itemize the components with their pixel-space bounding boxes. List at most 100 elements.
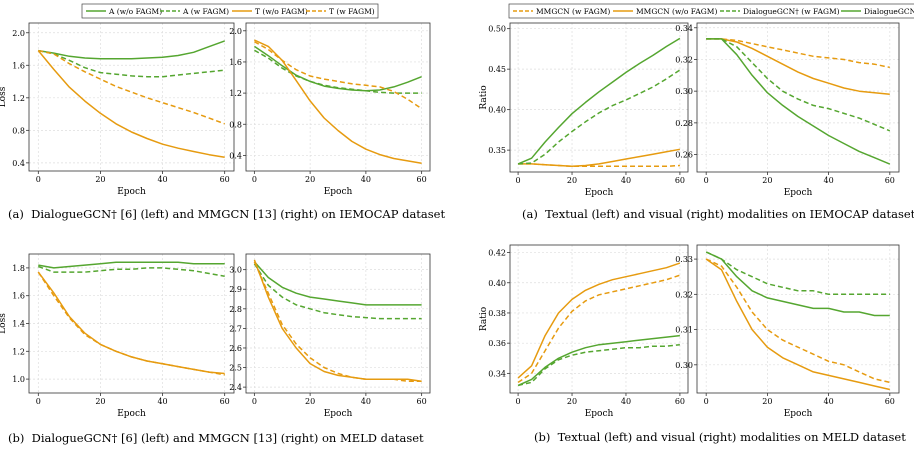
y-tick-label: 2.5: [229, 364, 242, 373]
series-line: [517, 343, 680, 387]
y-tick-label: 0.34: [488, 369, 506, 378]
series-line: [517, 274, 681, 384]
plot-area: [246, 23, 430, 171]
x-tick-label: 20: [567, 176, 577, 185]
y-axis-label: Loss: [0, 313, 8, 334]
x-axis-label: Epoch: [784, 409, 813, 419]
x-tick-label: 20: [762, 397, 772, 406]
series-line: [253, 263, 422, 320]
chart-iemocap-textual-ratio: 0 20 40 60 0.35 0.40 0.45 0.50 Epoch Ratio: [479, 22, 689, 198]
x-tick-label: 40: [621, 176, 631, 185]
series-line: [706, 38, 891, 165]
y-tick-label: 1.2: [229, 89, 242, 98]
x-tick-label: 40: [361, 397, 371, 406]
legend-label: T (w FAGM): [329, 7, 375, 16]
series-line: [254, 41, 423, 110]
series-line: [705, 251, 890, 317]
y-tick-label: 0.4: [12, 159, 25, 168]
chart-meld-dialoguegcn-loss: 0 20 40 60 1.0 1.2 1.4 1.6 1.8 Epoch Loss: [0, 253, 235, 419]
plot-frame: [696, 244, 900, 394]
series-line: [705, 258, 890, 384]
x-tick-label: 60: [675, 397, 685, 406]
legend-right: MMGCN (w FAGM) MMGCN (w/o FAGM) DialogueGC…: [508, 3, 914, 19]
series-line: [706, 38, 890, 69]
y-tick-label: 2.6: [229, 344, 242, 353]
plot-frame: [509, 244, 689, 394]
plot-area: [510, 23, 688, 172]
x-tick-label: 60: [417, 175, 427, 184]
plot-frame: [245, 253, 431, 394]
x-axis-label: Epoch: [784, 188, 813, 198]
series-line: [517, 37, 681, 165]
chart-iemocap-mmgcn-loss: 0 20 40 60 0.4 0.8 1.2 1.6 2.0 Epoch: [229, 22, 431, 197]
y-tick-label: 1.6: [12, 292, 25, 301]
legend-left: A (w/o FAGM) A (w FAGM) T (w/o FAGM) T (w F…: [81, 3, 379, 19]
x-tick-label: 20: [567, 397, 577, 406]
chart-meld-visual-ratio: 0 20 40 60 0.30 0.31 0.32 0.33 Epoch: [675, 244, 900, 419]
caption-top-left: (a) DialogueGCN† [6] (left) and MMGCN [1…: [8, 207, 446, 221]
legend-label: DialogueGCN† (w/o FAGM): [864, 7, 914, 16]
legend-label: MMGCN (w/o FAGM): [636, 7, 717, 16]
plot-area: [29, 254, 234, 393]
x-tick-label: 0: [36, 397, 41, 406]
x-axis-label: Epoch: [324, 187, 353, 197]
y-tick-label: 1.2: [12, 347, 25, 356]
legend-label: DialogueGCN† (w FAGM): [743, 7, 840, 16]
series-line: [38, 49, 225, 78]
y-tick-label: 3.0: [229, 266, 242, 275]
x-tick-label: 40: [824, 176, 834, 185]
x-tick-label: 60: [885, 397, 895, 406]
x-axis-label: Epoch: [585, 409, 614, 419]
y-tick-label: 1.2: [12, 94, 25, 103]
y-tick-label: 2.9: [229, 285, 242, 294]
y-tick-label: 2.0: [229, 27, 242, 36]
x-tick-label: 40: [157, 397, 167, 406]
plot-frame: [28, 22, 235, 172]
legend-label: A (w/o FAGM): [108, 7, 162, 16]
series-line: [253, 261, 422, 306]
x-tick-label: 20: [95, 397, 105, 406]
x-tick-label: 60: [417, 397, 427, 406]
y-tick-label: 0.50: [488, 25, 506, 34]
y-tick-label: 0.42: [488, 249, 506, 258]
y-tick-label: 0.40: [488, 279, 506, 288]
plot-frame: [509, 22, 689, 173]
series-line: [254, 49, 422, 94]
x-axis-label: Epoch: [324, 409, 353, 419]
x-tick-label: 20: [762, 176, 772, 185]
x-axis-label: Epoch: [117, 187, 146, 197]
legend-box: [81, 3, 379, 19]
x-tick-label: 0: [704, 397, 709, 406]
plot-frame: [696, 22, 900, 173]
series-line: [38, 40, 225, 60]
x-tick-label: 0: [516, 397, 521, 406]
series-line: [706, 38, 890, 96]
series-line: [38, 265, 225, 277]
series-line: [37, 271, 225, 376]
series-line: [706, 38, 891, 132]
y-tick-label: 0.30: [675, 361, 693, 370]
y-tick-label: 0.34: [675, 24, 693, 33]
plot-area: [246, 254, 430, 393]
y-tick-label: 2.0: [12, 29, 25, 38]
y-tick-label: 2.4: [229, 383, 242, 392]
y-tick-label: 0.32: [675, 290, 693, 299]
x-tick-label: 40: [621, 397, 631, 406]
x-tick-label: 60: [220, 175, 230, 184]
series-line: [705, 258, 890, 391]
legend-label: A (w FAGM): [182, 7, 229, 16]
y-tick-label: 0.4: [229, 151, 242, 160]
plot-frame: [245, 22, 431, 172]
x-tick-label: 0: [704, 176, 709, 185]
x-tick-label: 40: [824, 397, 834, 406]
caption-bottom-right: (b) Textual (left) and visual (right) mo…: [534, 430, 906, 444]
series-line: [517, 262, 681, 379]
y-tick-label: 0.8: [229, 120, 242, 129]
x-tick-label: 60: [675, 176, 685, 185]
y-tick-label: 1.6: [12, 61, 25, 70]
y-tick-label: 0.40: [488, 106, 506, 115]
chart-meld-mmgcn-loss: 0 20 40 60 2.4 2.5 2.6 2.7 2.8 2.9 3.0 Epoch: [229, 253, 431, 419]
legend-box: [508, 3, 914, 19]
caption-bottom-left: (b) DialogueGCN† [6] (left) and MMGCN [1…: [8, 431, 424, 445]
